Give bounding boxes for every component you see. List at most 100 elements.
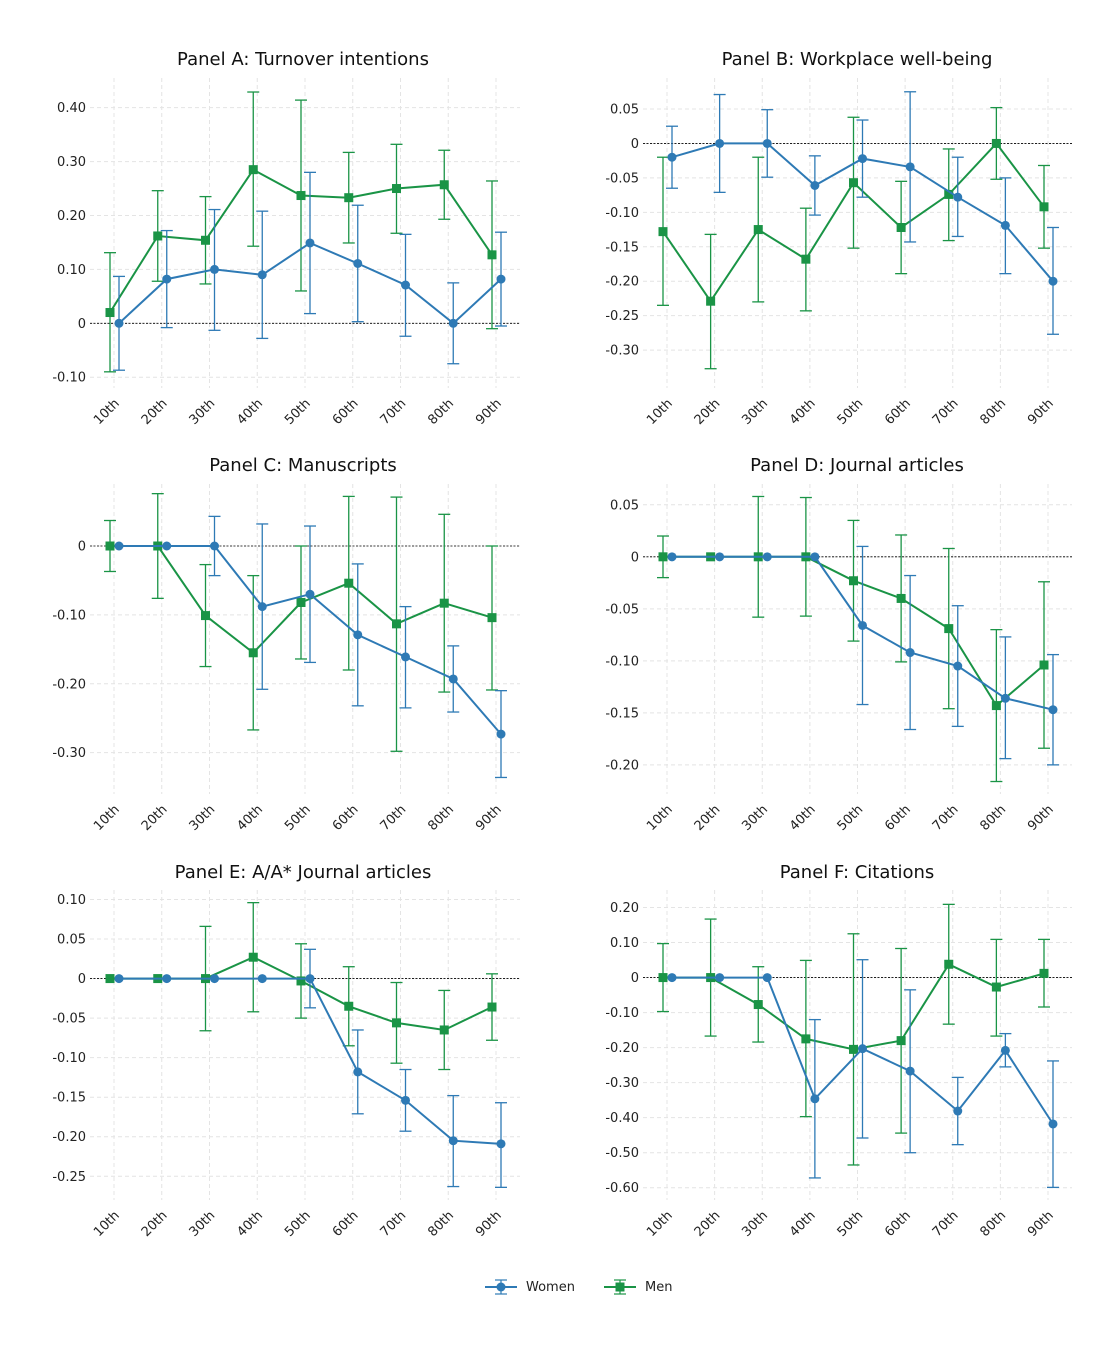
- x-tick-label: 80th: [425, 396, 457, 428]
- y-tick-label: -0.05: [605, 602, 639, 617]
- panel-e: Panel E: A/A* Journal articles -0.25 -0.20…: [52, 862, 520, 1240]
- panels: Panel A: Turnover intentions -0.10 0 0.10 0.…: [52, 49, 1072, 1240]
- x-tick-label: 60th: [882, 1208, 914, 1240]
- data-point: [944, 624, 954, 634]
- data-point: [305, 238, 315, 248]
- data-point: [439, 1025, 449, 1035]
- x-tick-label: 10th: [644, 802, 676, 834]
- panel-a: Panel A: Turnover intentions -0.10 0 0.10 0.…: [52, 49, 520, 428]
- x-tick-label: 70th: [930, 802, 962, 834]
- panel-title: Panel A: Turnover intentions: [177, 49, 429, 70]
- data-point: [858, 154, 867, 164]
- data-point: [1039, 660, 1049, 670]
- data-point: [257, 602, 267, 612]
- y-tick-label: -0.15: [52, 1091, 86, 1106]
- y-tick-label: 0.10: [57, 263, 86, 278]
- data-point: [706, 296, 716, 306]
- data-point: [667, 973, 677, 983]
- data-point: [849, 178, 858, 188]
- data-point: [257, 974, 267, 984]
- x-tick-label: 50th: [835, 802, 867, 834]
- data-point: [762, 138, 772, 148]
- data-point: [248, 648, 258, 658]
- data-point: [944, 189, 954, 199]
- x-tick-label: 60th: [330, 802, 362, 834]
- data-point: [944, 959, 954, 969]
- data-point: [487, 1002, 497, 1012]
- data-point: [715, 973, 725, 983]
- y-tick-label: 0: [631, 550, 639, 565]
- y-tick-label: -0.10: [52, 1051, 86, 1066]
- series-women: [114, 515, 507, 779]
- x-tick-label: 10th: [644, 1208, 676, 1240]
- y-tick-label: 0: [78, 540, 86, 555]
- x-tick-label: 90th: [473, 1208, 505, 1240]
- data-point: [1039, 968, 1049, 978]
- data-point: [353, 1067, 363, 1077]
- y-tick-label: -0.20: [605, 275, 639, 290]
- x-tick-label: 50th: [282, 396, 314, 428]
- data-point: [448, 1136, 458, 1146]
- y-tick-label: 0.05: [610, 103, 639, 118]
- data-point: [257, 270, 267, 280]
- x-tick-label: 30th: [187, 802, 219, 834]
- y-tick-label: -0.15: [605, 240, 639, 255]
- y-tick-label: -0.30: [52, 746, 86, 761]
- y-tick-label: 0.05: [610, 498, 639, 513]
- data-point: [715, 138, 725, 148]
- data-point: [487, 613, 497, 623]
- x-tick-label: 10th: [644, 396, 676, 428]
- data-point: [105, 541, 115, 551]
- x-tick-label: 90th: [1025, 802, 1057, 834]
- data-point: [401, 1095, 410, 1105]
- data-point: [305, 974, 315, 984]
- y-tick-label: -0.20: [52, 1130, 86, 1145]
- data-point: [201, 235, 210, 245]
- x-tick-label: 20th: [139, 396, 171, 428]
- y-tick-label: -0.10: [605, 1006, 639, 1021]
- data-point: [201, 611, 210, 621]
- data-point: [905, 648, 915, 658]
- data-point: [1048, 1119, 1058, 1129]
- y-tick-label: -0.20: [605, 758, 639, 773]
- series-women: [667, 545, 1059, 766]
- data-point: [162, 541, 172, 551]
- y-tick-label: -0.50: [605, 1146, 639, 1161]
- data-point: [496, 274, 506, 284]
- x-tick-label: 40th: [234, 396, 266, 428]
- y-tick-label: -0.05: [52, 1012, 86, 1027]
- data-point: [392, 184, 401, 194]
- data-point: [658, 552, 668, 562]
- data-point: [810, 552, 820, 562]
- x-tick-label: 40th: [787, 396, 819, 428]
- legend-marker-women: [496, 1282, 506, 1292]
- x-tick-label: 40th: [234, 1208, 266, 1240]
- data-point: [496, 1139, 506, 1149]
- y-tick-label: 0: [78, 317, 86, 332]
- data-point: [1048, 705, 1058, 715]
- y-tick-label: 0: [631, 137, 639, 152]
- series-women: [114, 948, 507, 1188]
- panel-title: Panel F: Citations: [780, 862, 935, 883]
- legend: Women Men: [485, 1279, 672, 1295]
- data-point: [667, 552, 677, 562]
- x-tick-label: 20th: [692, 802, 724, 834]
- legend-label-men: Men: [645, 1280, 672, 1295]
- data-point: [762, 973, 772, 983]
- data-point: [801, 254, 811, 264]
- x-tick-label: 70th: [378, 802, 410, 834]
- panel-b: Panel B: Workplace well-being -0.30 -0.25 -…: [605, 49, 1072, 428]
- data-point: [715, 552, 725, 562]
- legend-marker-men: [615, 1282, 625, 1292]
- x-tick-label: 50th: [835, 1208, 867, 1240]
- data-point: [905, 1066, 915, 1076]
- y-tick-label: 0.40: [57, 101, 86, 116]
- data-point: [392, 619, 401, 629]
- x-tick-label: 10th: [91, 802, 123, 834]
- data-point: [296, 191, 306, 201]
- data-point: [114, 318, 124, 328]
- x-tick-label: 70th: [378, 396, 410, 428]
- x-tick-label: 80th: [977, 802, 1009, 834]
- data-point: [448, 674, 458, 684]
